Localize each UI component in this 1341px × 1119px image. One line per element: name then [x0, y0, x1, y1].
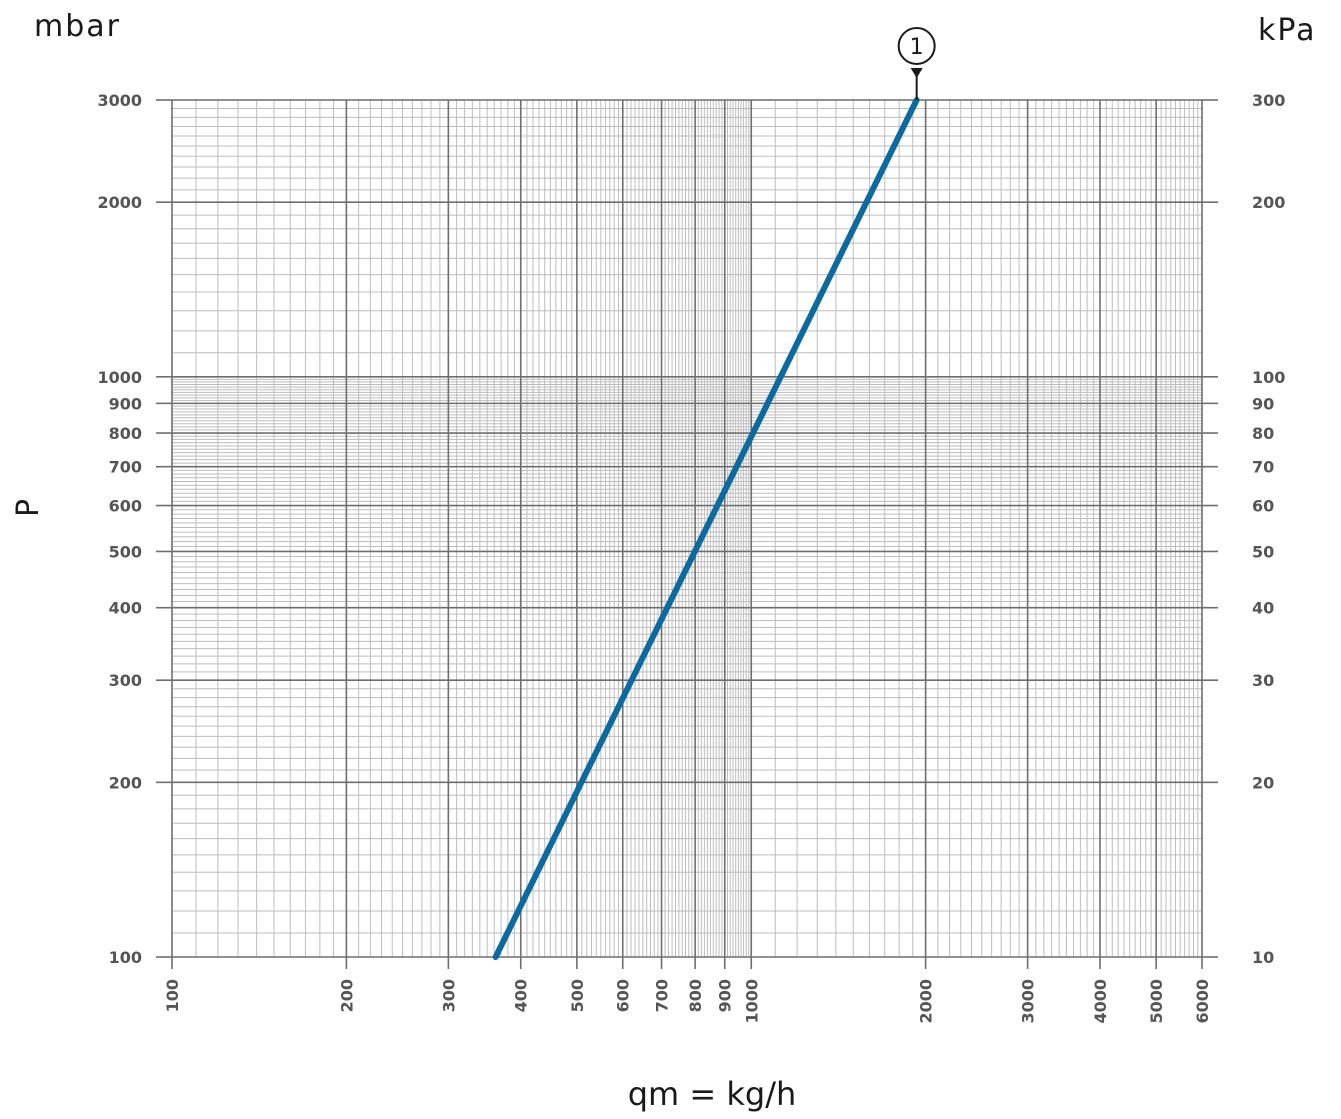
series-group: 1 — [492, 27, 936, 960]
y-tick-label-right: 50 — [1252, 542, 1274, 561]
y-tick-label-right: 300 — [1252, 91, 1285, 110]
x-tick-label: 200 — [337, 979, 356, 1012]
curve-label: 1 — [910, 35, 924, 60]
x-tick-label: 400 — [512, 979, 531, 1012]
y-axis-label: P — [11, 497, 46, 517]
x-tick-label: 4000 — [1091, 979, 1110, 1024]
y-tick-label-right: 30 — [1252, 671, 1274, 690]
y-tick-label-left: 500 — [109, 542, 142, 561]
y-tick-label-right: 10 — [1252, 948, 1274, 967]
y-unit-right: kPa — [1258, 13, 1317, 48]
series-line — [492, 97, 920, 960]
y-tick-label-left: 900 — [109, 394, 142, 413]
y-tick-label-right: 90 — [1252, 394, 1274, 413]
x-tick-label: 600 — [614, 979, 633, 1012]
x-tick-label: 300 — [439, 979, 458, 1012]
y-tick-label-left: 800 — [109, 424, 142, 443]
y-tick-label-right: 80 — [1252, 424, 1274, 443]
x-axis-label: qm = kg/h — [628, 1075, 797, 1113]
x-tick-label: 500 — [568, 979, 587, 1012]
x-tick-label: 3000 — [1019, 979, 1038, 1024]
y-tick-label-right: 20 — [1252, 773, 1274, 792]
y-tick-label-left: 1000 — [97, 368, 142, 387]
x-tick-label: 2000 — [917, 979, 936, 1024]
x-tick-label: 900 — [716, 979, 735, 1012]
x-tick-label: 6000 — [1193, 979, 1212, 1024]
x-tick-label: 1000 — [742, 979, 761, 1024]
grid-major — [171, 99, 1203, 958]
tick-marks — [156, 99, 1218, 969]
y-tick-label-left: 3000 — [97, 91, 142, 110]
x-tick-label: 800 — [686, 979, 705, 1012]
y-tick-label-left: 100 — [109, 948, 142, 967]
y-tick-label-right: 40 — [1252, 599, 1274, 618]
y-tick-label-right: 200 — [1252, 193, 1285, 212]
y-tick-label-left: 400 — [109, 599, 142, 618]
y-tick-label-right: 70 — [1252, 458, 1274, 477]
curve-label-circle — [897, 27, 936, 65]
x-tick-label: 700 — [653, 979, 672, 1012]
y-tick-label-left: 600 — [109, 497, 142, 516]
tick-labels: 100 200 300 400 500 600 700 800 900 1000 2000 3000 4… — [97, 91, 1285, 1024]
x-tick-label: 5000 — [1147, 979, 1166, 1024]
y-tick-label-right: 60 — [1252, 497, 1274, 516]
y-tick-label-left: 2000 — [97, 193, 142, 212]
y-tick-label-left: 300 — [109, 671, 142, 690]
y-unit-left: mbar — [34, 9, 121, 44]
y-tick-label-left: 700 — [109, 458, 142, 477]
grid-minor — [172, 100, 1202, 957]
y-tick-label-left: 200 — [109, 773, 142, 792]
curve-label-arrow — [910, 68, 923, 78]
x-tick-label: 100 — [163, 979, 182, 1012]
y-tick-label-right: 100 — [1252, 368, 1285, 387]
